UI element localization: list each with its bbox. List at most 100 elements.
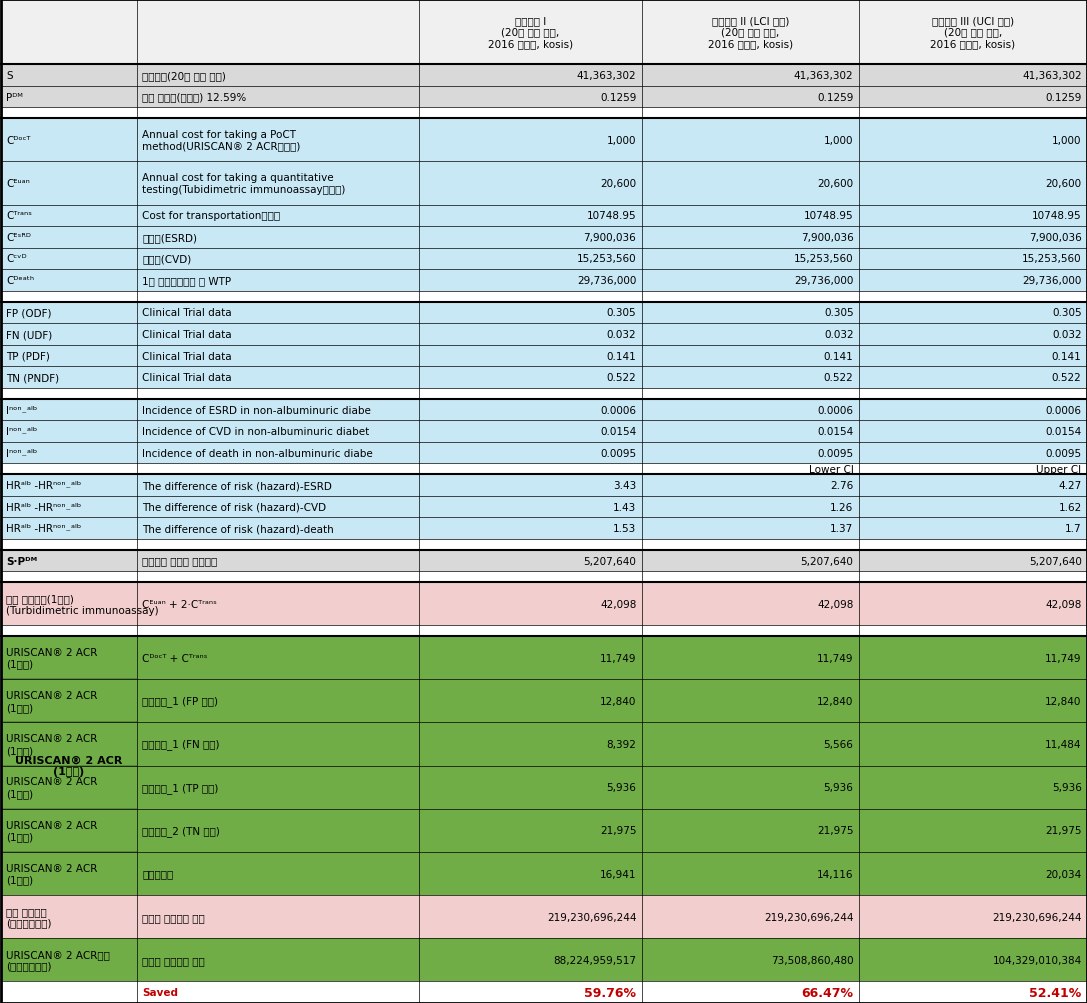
Bar: [1, 108, 137, 119]
Bar: [137, 572, 420, 583]
Bar: [137, 227, 420, 249]
Bar: [641, 119, 859, 162]
Bar: [1, 345, 137, 367]
Bar: [420, 324, 641, 345]
Text: 1.7: 1.7: [1065, 524, 1082, 534]
Text: 0.141: 0.141: [1052, 351, 1082, 361]
Text: 20,600: 20,600: [600, 179, 636, 189]
Text: 0.0154: 0.0154: [1046, 426, 1082, 436]
Text: 5,936: 5,936: [1052, 782, 1082, 792]
Bar: [137, 249, 420, 270]
Bar: [420, 65, 641, 86]
Bar: [641, 626, 859, 637]
Text: Clinical Trial data: Clinical Trial data: [142, 308, 232, 318]
Bar: [859, 206, 1087, 227]
Bar: [137, 399, 420, 421]
Bar: [859, 421, 1087, 442]
Bar: [420, 421, 641, 442]
Text: 당뇨병 유병자수 적용: 당뇨병 유병자수 적용: [142, 955, 205, 965]
Text: 5,207,640: 5,207,640: [801, 556, 853, 566]
Bar: [1, 766, 137, 809]
Text: Clinical Trial data: Clinical Trial data: [142, 351, 232, 361]
Bar: [420, 367, 641, 388]
Bar: [1, 982, 137, 1003]
Bar: [859, 583, 1087, 626]
Bar: [1, 65, 137, 86]
Text: The difference of risk (hazard)-CVD: The difference of risk (hazard)-CVD: [142, 503, 326, 513]
Bar: [137, 496, 420, 518]
Bar: [641, 723, 859, 766]
Bar: [420, 723, 641, 766]
Bar: [1, 464, 137, 474]
Bar: [420, 388, 641, 399]
Text: 11,749: 11,749: [1045, 653, 1082, 663]
Text: HRᵃˡᵇ -HRⁿᵒⁿ₋ᵃˡᵇ: HRᵃˡᵇ -HRⁿᵒⁿ₋ᵃˡᵇ: [7, 524, 82, 534]
Bar: [420, 540, 641, 551]
Text: 0.305: 0.305: [1052, 308, 1082, 318]
Text: HRᵃˡᵇ -HRⁿᵒⁿ₋ᵃˡᵇ: HRᵃˡᵇ -HRⁿᵒⁿ₋ᵃˡᵇ: [7, 480, 82, 490]
Bar: [1, 853, 137, 896]
Text: 표준 검사비용(1인당)
(Turbidimetric immunoassay): 표준 검사비용(1인당) (Turbidimetric immunoassay): [7, 594, 159, 615]
Bar: [420, 302, 641, 324]
Bar: [420, 496, 641, 518]
Text: 219,230,696,244: 219,230,696,244: [764, 912, 853, 922]
Text: URISCAN® 2 ACR
(1인당): URISCAN® 2 ACR (1인당): [7, 647, 98, 669]
Bar: [137, 551, 420, 572]
Bar: [420, 853, 641, 896]
Bar: [641, 442, 859, 464]
Bar: [420, 583, 641, 626]
Text: 88,224,959,517: 88,224,959,517: [553, 955, 636, 965]
Text: Cᴱᵘᵃⁿ + 2·Cᵀʳᵃⁿˢ: Cᴱᵘᵃⁿ + 2·Cᵀʳᵃⁿˢ: [142, 599, 217, 609]
Text: Annual cost for taking a quantitative
testing(Tubidimetric immunoassay검사비): Annual cost for taking a quantitative te…: [142, 173, 346, 195]
Bar: [1, 367, 137, 388]
Bar: [420, 518, 641, 540]
Text: URISCAN® 2 ACR비용
(사회전체비용): URISCAN® 2 ACR비용 (사회전체비용): [7, 949, 111, 971]
Text: 1년 수명연장가치 당 WTP: 1년 수명연장가치 당 WTP: [142, 276, 232, 286]
Text: 42,098: 42,098: [1046, 599, 1082, 609]
Text: 5,207,640: 5,207,640: [1028, 556, 1082, 566]
Bar: [137, 583, 420, 626]
Bar: [420, 680, 641, 723]
Text: Cᴰᵒᶜᵀ: Cᴰᵒᶜᵀ: [7, 135, 30, 145]
Text: Cᴰᵉᵃᵗʰ: Cᴰᵉᵃᵗʰ: [7, 276, 35, 286]
Bar: [859, 518, 1087, 540]
Text: 8,392: 8,392: [607, 739, 636, 749]
Text: 당뇨 유병률(국건영) 12.59%: 당뇨 유병률(국건영) 12.59%: [142, 92, 247, 102]
Text: 66.47%: 66.47%: [801, 986, 853, 999]
Text: 7,900,036: 7,900,036: [1028, 233, 1082, 243]
Bar: [641, 399, 859, 421]
Bar: [859, 302, 1087, 324]
Bar: [859, 572, 1087, 583]
Text: 1,000: 1,000: [607, 135, 636, 145]
Bar: [1, 896, 137, 939]
Text: 0.0095: 0.0095: [600, 448, 636, 458]
Text: Iⁿᵒⁿ₋ᵃˡᵇ: Iⁿᵒⁿ₋ᵃˡᵇ: [7, 448, 38, 458]
Text: 16,941: 16,941: [600, 869, 636, 879]
Bar: [641, 680, 859, 723]
Bar: [137, 540, 420, 551]
Bar: [420, 292, 641, 302]
Bar: [137, 766, 420, 809]
Bar: [137, 388, 420, 399]
Bar: [859, 939, 1087, 982]
Bar: [1, 270, 137, 292]
Text: Cᵀʳᵃⁿˢ: Cᵀʳᵃⁿˢ: [7, 211, 33, 221]
Bar: [137, 162, 420, 206]
Bar: [641, 162, 859, 206]
Text: 총검사비용: 총검사비용: [142, 869, 174, 879]
Text: 0.032: 0.032: [1052, 330, 1082, 340]
Text: 20,600: 20,600: [817, 179, 853, 189]
Bar: [137, 65, 420, 86]
Bar: [641, 583, 859, 626]
Text: 0.141: 0.141: [824, 351, 853, 361]
Text: Cost for transportation교통비: Cost for transportation교통비: [142, 211, 280, 221]
Text: 29,736,000: 29,736,000: [577, 276, 636, 286]
Bar: [1, 249, 137, 270]
Bar: [137, 292, 420, 302]
Text: 0.0154: 0.0154: [817, 426, 853, 436]
Bar: [420, 399, 641, 421]
Text: 20,034: 20,034: [1046, 869, 1082, 879]
Bar: [859, 399, 1087, 421]
Text: Iⁿᵒⁿ₋ᵃˡᵇ: Iⁿᵒⁿ₋ᵃˡᵇ: [7, 426, 38, 436]
Bar: [137, 518, 420, 540]
